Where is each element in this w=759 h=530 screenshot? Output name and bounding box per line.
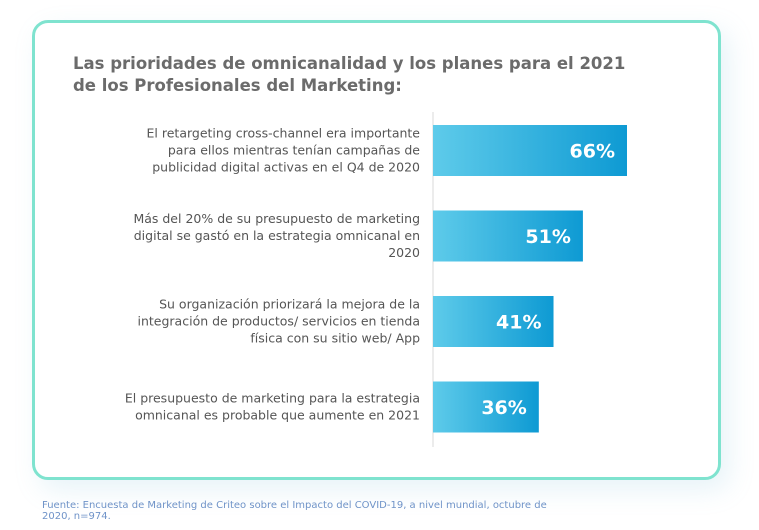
bar-value-label-2: 51%	[525, 226, 570, 248]
category-label-1: El retargeting cross-channel era importa…	[147, 126, 421, 175]
bar-value-label-3: 41%	[496, 312, 541, 334]
bar-2	[433, 210, 583, 262]
chart-card	[32, 20, 721, 480]
bar-value-label-4: 36%	[481, 397, 526, 419]
category-label-3: Su organización priorizará la mejora de …	[138, 297, 421, 346]
bar-3	[433, 296, 554, 347]
bar-value-label-1: 66%	[570, 141, 615, 163]
category-label-2: Más del 20% de su presupuesto de marketi…	[133, 211, 420, 260]
bar-1	[433, 125, 627, 176]
chart-title: Las prioridades de omnicanalidad y los p…	[73, 54, 626, 95]
bar-4	[433, 381, 539, 433]
category-label-4: El presupuesto de marketing para la estr…	[125, 391, 420, 423]
source-note: Fuente: Encuesta de Marketing de Criteo …	[42, 500, 547, 522]
bar-chart: 66% El retargeting cross-channel era impo…	[125, 112, 627, 447]
